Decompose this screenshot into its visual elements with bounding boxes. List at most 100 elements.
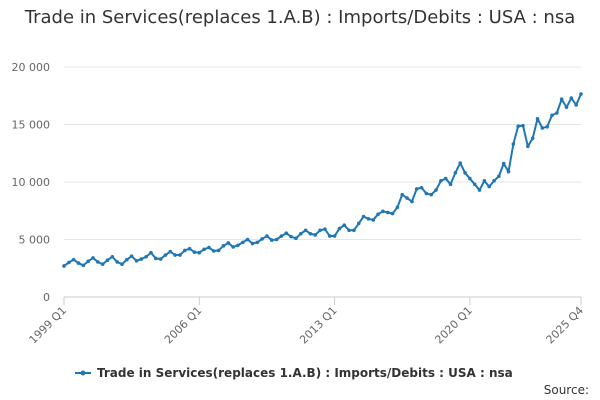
- data-point[interactable]: [202, 247, 206, 252]
- data-point[interactable]: [492, 179, 496, 183]
- data-point[interactable]: [211, 249, 216, 253]
- data-point[interactable]: [410, 199, 414, 204]
- data-point[interactable]: [197, 250, 202, 255]
- data-point[interactable]: [545, 125, 549, 129]
- data-point[interactable]: [313, 233, 318, 237]
- data-point[interactable]: [62, 264, 66, 268]
- data-point[interactable]: [497, 174, 501, 179]
- data-point[interactable]: [347, 228, 351, 233]
- data-point[interactable]: [129, 254, 134, 258]
- data-point[interactable]: [303, 228, 308, 233]
- data-point[interactable]: [250, 241, 255, 246]
- data-point[interactable]: [110, 254, 115, 259]
- data-point[interactable]: [477, 188, 482, 192]
- data-point[interactable]: [96, 260, 100, 264]
- data-point[interactable]: [207, 245, 211, 250]
- data-point[interactable]: [468, 176, 472, 181]
- data-point[interactable]: [516, 124, 520, 129]
- data-point[interactable]: [453, 171, 458, 175]
- data-point[interactable]: [511, 142, 516, 146]
- data-point[interactable]: [91, 256, 95, 260]
- data-point[interactable]: [139, 257, 144, 261]
- data-point[interactable]: [564, 105, 569, 110]
- data-point[interactable]: [144, 254, 148, 259]
- data-point[interactable]: [376, 212, 380, 216]
- data-point[interactable]: [463, 171, 467, 175]
- data-point[interactable]: [168, 249, 173, 254]
- data-point[interactable]: [405, 196, 409, 200]
- data-point[interactable]: [327, 234, 332, 238]
- data-point[interactable]: [298, 231, 303, 236]
- data-point[interactable]: [182, 248, 187, 253]
- data-point[interactable]: [439, 179, 443, 183]
- data-point[interactable]: [76, 261, 81, 265]
- data-point[interactable]: [289, 234, 293, 239]
- data-point[interactable]: [134, 258, 139, 263]
- data-point[interactable]: [231, 245, 235, 249]
- data-point[interactable]: [216, 248, 221, 253]
- data-point[interactable]: [361, 214, 366, 219]
- data-point[interactable]: [115, 260, 119, 264]
- data-point[interactable]: [274, 237, 279, 242]
- data-point[interactable]: [86, 259, 90, 264]
- data-point[interactable]: [226, 241, 231, 245]
- data-point[interactable]: [506, 169, 511, 174]
- data-point[interactable]: [269, 238, 274, 242]
- legend[interactable]: Trade in Services(replaces 1.A.B) : Impo…: [75, 366, 513, 380]
- data-point[interactable]: [265, 234, 269, 238]
- data-point[interactable]: [482, 179, 487, 183]
- data-point[interactable]: [458, 161, 463, 165]
- data-point[interactable]: [487, 184, 491, 189]
- data-point[interactable]: [260, 237, 264, 241]
- data-point[interactable]: [245, 237, 250, 242]
- data-point[interactable]: [381, 209, 385, 214]
- data-point[interactable]: [120, 262, 124, 267]
- data-point[interactable]: [535, 116, 540, 121]
- data-point[interactable]: [385, 210, 390, 215]
- data-point[interactable]: [100, 262, 105, 267]
- data-point[interactable]: [67, 260, 71, 265]
- data-point[interactable]: [448, 182, 453, 187]
- data-point[interactable]: [323, 227, 327, 231]
- data-point[interactable]: [434, 188, 438, 192]
- data-point[interactable]: [236, 243, 240, 248]
- legend-item-label[interactable]: Trade in Services(replaces 1.A.B) : Impo…: [97, 366, 513, 380]
- data-point[interactable]: [125, 257, 129, 262]
- data-point[interactable]: [424, 191, 429, 196]
- data-point[interactable]: [149, 250, 153, 255]
- data-point[interactable]: [579, 92, 583, 96]
- data-point[interactable]: [574, 103, 578, 107]
- data-point[interactable]: [71, 257, 76, 262]
- data-point[interactable]: [521, 123, 525, 128]
- data-point[interactable]: [332, 234, 337, 238]
- data-point[interactable]: [526, 144, 530, 149]
- data-point[interactable]: [221, 244, 226, 248]
- data-point[interactable]: [501, 161, 506, 166]
- data-point[interactable]: [472, 182, 477, 187]
- data-point[interactable]: [429, 192, 434, 197]
- data-point[interactable]: [187, 246, 192, 251]
- data-point[interactable]: [356, 221, 361, 226]
- data-point[interactable]: [294, 236, 298, 241]
- data-point[interactable]: [318, 228, 322, 233]
- data-point[interactable]: [284, 231, 289, 235]
- data-point[interactable]: [255, 240, 260, 245]
- data-point[interactable]: [192, 250, 197, 254]
- data-point[interactable]: [163, 253, 168, 257]
- source-credit[interactable]: Source:: [544, 383, 589, 397]
- data-point[interactable]: [550, 113, 554, 118]
- data-point[interactable]: [173, 253, 177, 257]
- data-point[interactable]: [419, 185, 424, 190]
- data-point[interactable]: [81, 263, 86, 268]
- data-point[interactable]: [390, 211, 395, 216]
- data-point[interactable]: [352, 228, 356, 233]
- data-point[interactable]: [559, 97, 564, 101]
- data-point[interactable]: [337, 226, 342, 231]
- data-point[interactable]: [540, 126, 545, 130]
- data-point[interactable]: [158, 257, 163, 261]
- data-point[interactable]: [395, 205, 400, 210]
- data-point[interactable]: [342, 223, 347, 227]
- data-point[interactable]: [443, 176, 448, 181]
- data-point[interactable]: [366, 217, 371, 221]
- data-point[interactable]: [308, 231, 313, 236]
